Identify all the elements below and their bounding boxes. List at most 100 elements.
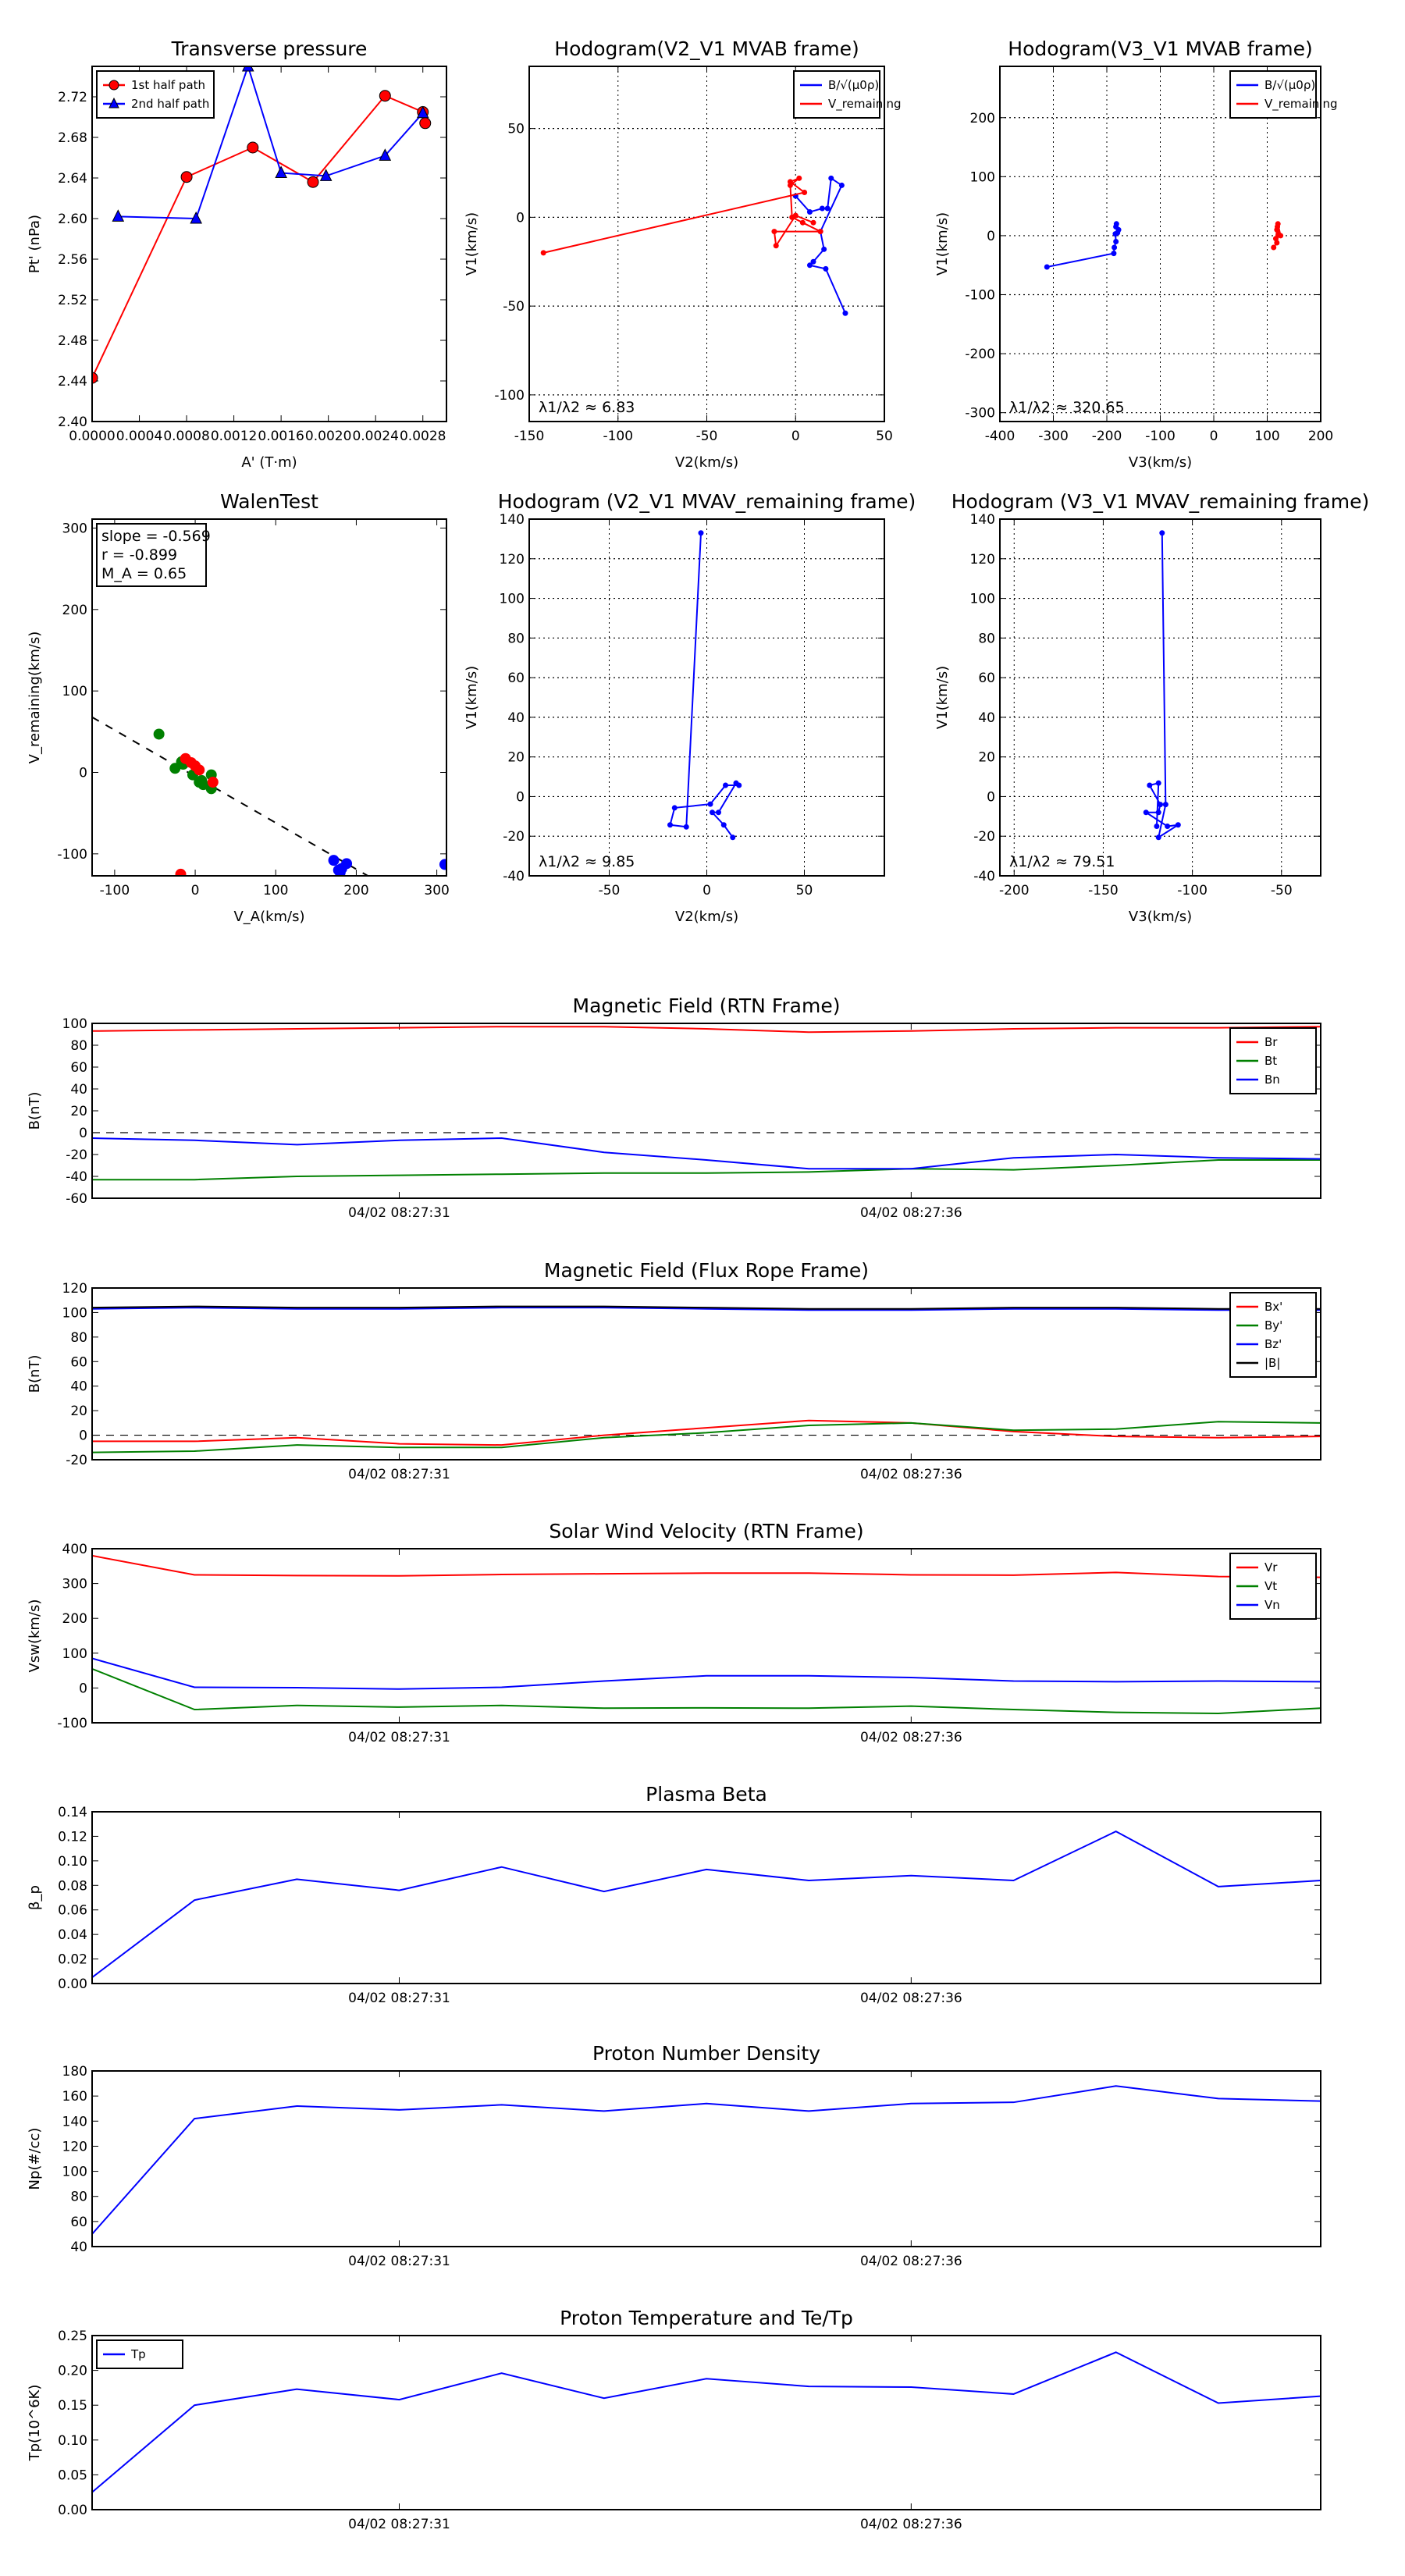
- y-tick-label: -100: [965, 288, 995, 304]
- x-axis-label: V2(km/s): [675, 454, 738, 471]
- data-point: [1272, 236, 1279, 242]
- x-tick-label: 50: [876, 429, 893, 444]
- y-tick-label: 0: [516, 210, 525, 226]
- data-point: [379, 90, 391, 102]
- legend-box: [1229, 70, 1317, 119]
- x-axis-label: V_A(km/s): [233, 909, 304, 925]
- legend-label: B/√(μ0ρ): [828, 78, 879, 92]
- x-tick-label: 04/02 08:27:36: [860, 1991, 962, 2006]
- data-point: [275, 165, 287, 178]
- series-line-0: [795, 176, 846, 314]
- y-tick-label: 20: [70, 1104, 87, 1119]
- legend-label: Vn: [1264, 1598, 1280, 1612]
- legend-box: [96, 70, 215, 119]
- y-tick-label: 100: [500, 592, 525, 607]
- plot-area: [540, 175, 848, 316]
- x-tick-label: 100: [1254, 429, 1279, 444]
- y-tick-label: 80: [978, 631, 995, 646]
- y-tick-label: 80: [70, 1038, 87, 1054]
- data-point: [1113, 224, 1119, 230]
- legend-label: 1st half path: [131, 78, 205, 92]
- data-point: [806, 262, 813, 269]
- plot-area: [92, 66, 432, 384]
- y-tick-label: 300: [62, 521, 87, 536]
- y-tick-label: 2.68: [58, 130, 87, 146]
- data-point: [792, 212, 799, 219]
- x-tick-label: 0.0012: [211, 429, 257, 444]
- chart-title: Plasma Beta: [646, 1783, 767, 1806]
- data-point: [733, 780, 739, 786]
- x-tick-label: 0: [702, 883, 711, 898]
- data-point: [1111, 251, 1117, 257]
- x-tick-label: 0.0000: [69, 429, 115, 444]
- chart-panel-9: Plasma Beta 04/02 08:27:31 04/02 08:27:36 0…: [27, 1783, 1321, 2006]
- x-tick-label: 04/02 08:27:36: [860, 1467, 962, 1482]
- y-tick-label: 0.02: [58, 1952, 87, 1968]
- data-point: [540, 250, 546, 256]
- chart-panel-3: WalenTest -100 0 100 200 300 -100 0 100 200 300 V_A…: [27, 490, 450, 925]
- data-point: [1275, 224, 1281, 230]
- legend-label: Bn: [1264, 1073, 1280, 1087]
- y-tick-label: 2.40: [58, 415, 87, 430]
- legend-label: Vr: [1264, 1560, 1278, 1574]
- y-tick-label: 0.25: [58, 2329, 87, 2344]
- x-tick-label: -400: [985, 429, 1016, 444]
- x-tick-label: -150: [1088, 883, 1119, 898]
- data-point: [838, 182, 845, 188]
- x-tick-label: -200: [1092, 429, 1122, 444]
- data-point: [1159, 530, 1165, 536]
- chart-title: Hodogram(V2_V1 MVAB frame): [554, 37, 859, 60]
- x-tick-label: 04/02 08:27:36: [860, 1730, 962, 1745]
- y-tick-label: 0: [79, 1126, 87, 1141]
- x-tick-label: -50: [599, 883, 621, 898]
- x-tick-label: 200: [1308, 429, 1333, 444]
- y-tick-label: 120: [62, 2139, 87, 2154]
- plot-area: [1143, 530, 1181, 841]
- eigenvalue-ratio-annotation: λ1/λ2 ≈ 9.85: [539, 853, 635, 870]
- y-tick-label: 60: [70, 1060, 87, 1076]
- data-point: [1044, 264, 1050, 270]
- legend-label: Vt: [1264, 1579, 1277, 1593]
- data-point: [730, 834, 736, 841]
- legend-label: Bx': [1264, 1300, 1282, 1314]
- x-axis-label: V3(km/s): [1129, 909, 1192, 925]
- series-line-0: [92, 1554, 1321, 1578]
- y-tick-label: -100: [494, 388, 525, 404]
- chart-panel-11: Proton Temperature and Te/Tp 04/02 08:27:…: [27, 2307, 1321, 2532]
- plot-area: [667, 530, 742, 841]
- y-tick-label: 60: [507, 671, 525, 686]
- data-point: [153, 728, 165, 740]
- data-point: [720, 822, 727, 828]
- data-point: [1147, 782, 1153, 788]
- y-tick-label: 20: [978, 750, 995, 766]
- legend: 1st half path 2nd half path: [96, 70, 215, 119]
- series-line-1: [542, 177, 821, 254]
- x-tick-label: 0.0020: [305, 429, 351, 444]
- axes-frame: [91, 1811, 1321, 1984]
- x-tick-label: 0: [191, 883, 200, 898]
- stats-line: M_A = 0.65: [101, 565, 187, 582]
- series-line-0: [92, 94, 426, 379]
- y-tick-label: 120: [970, 552, 995, 568]
- y-tick-label: 2.48: [58, 333, 87, 349]
- y-tick-label: 0.20: [58, 2364, 87, 2379]
- y-tick-label: 2.52: [58, 293, 87, 308]
- y-axis-label: B(nT): [27, 1355, 43, 1393]
- data-point: [247, 141, 259, 154]
- data-point: [671, 805, 678, 811]
- data-point: [1155, 809, 1161, 816]
- data-point: [707, 801, 713, 807]
- y-tick-label: 50: [507, 122, 525, 137]
- data-point: [416, 105, 429, 119]
- x-tick-label: -100: [1145, 429, 1176, 444]
- axes-frame: [528, 66, 885, 422]
- y-tick-label: 0.14: [58, 1805, 87, 1820]
- y-tick-label: 120: [500, 552, 525, 568]
- series-line-0: [1143, 532, 1179, 839]
- data-point: [810, 219, 816, 226]
- chart-title: Transverse pressure: [171, 37, 368, 60]
- y-tick-label: 0: [987, 789, 995, 805]
- data-point: [799, 219, 806, 226]
